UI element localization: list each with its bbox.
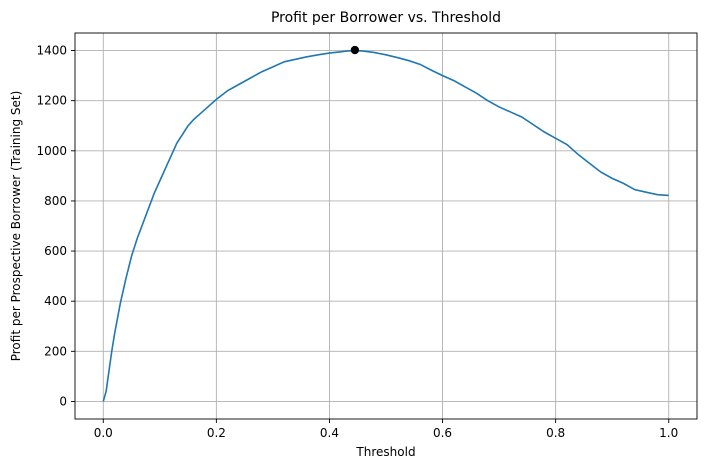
y-tick-label: 0 xyxy=(59,394,67,408)
x-axis-label: Threshold xyxy=(355,445,415,459)
x-tick-label: 0.6 xyxy=(433,426,452,440)
y-axis-ticks: 0 200 400 600 800 1000 1200 1400 xyxy=(36,44,75,408)
y-tick-label: 1200 xyxy=(36,94,67,108)
x-tick-label: 1.0 xyxy=(659,426,678,440)
y-axis-label: Profit per Prospective Borrower (Trainin… xyxy=(9,91,23,362)
x-tick-label: 0.2 xyxy=(207,426,226,440)
x-tick-label: 0.4 xyxy=(320,426,339,440)
series-line-profit xyxy=(102,49,669,402)
y-tick-label: 200 xyxy=(44,344,67,358)
y-tick-label: 1000 xyxy=(36,144,67,158)
y-tick-label: 600 xyxy=(44,244,67,258)
optimum-marker xyxy=(350,45,360,55)
chart-title: Profit per Borrower vs. Threshold xyxy=(271,10,501,26)
x-axis-ticks: 0.0 0.2 0.4 0.6 0.8 1.0 xyxy=(94,419,678,440)
plot-frame xyxy=(74,32,698,420)
y-tick-label: 800 xyxy=(44,194,67,208)
y-tick-label: 400 xyxy=(44,294,67,308)
grid xyxy=(75,33,697,419)
x-tick-label: 0.8 xyxy=(546,426,565,440)
y-tick-label: 1400 xyxy=(36,44,67,58)
x-tick-label: 0.0 xyxy=(94,426,113,440)
